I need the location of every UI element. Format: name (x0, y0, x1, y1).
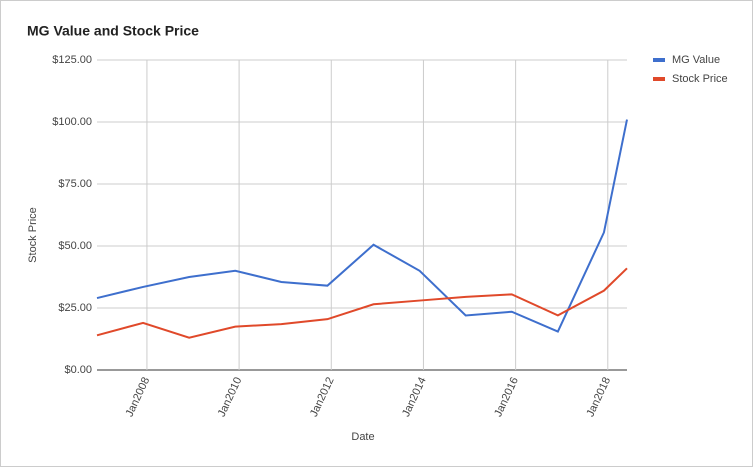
y-tick-label: $25.00 (58, 302, 92, 314)
legend-label: Stock Price (672, 73, 728, 85)
y-tick-label: $0.00 (64, 364, 92, 376)
y-tick-label: $50.00 (58, 240, 92, 252)
y-tick-label: $125.00 (52, 54, 92, 66)
legend-label: MG Value (672, 54, 720, 66)
y-axis-title: Stock Price (27, 207, 39, 263)
y-tick-label: $75.00 (58, 178, 92, 190)
x-axis-title: Date (351, 431, 374, 443)
chart-title: MG Value and Stock Price (27, 23, 199, 39)
series-line (96, 267, 628, 339)
series-line (96, 119, 628, 333)
y-tick-label: $100.00 (52, 116, 92, 128)
